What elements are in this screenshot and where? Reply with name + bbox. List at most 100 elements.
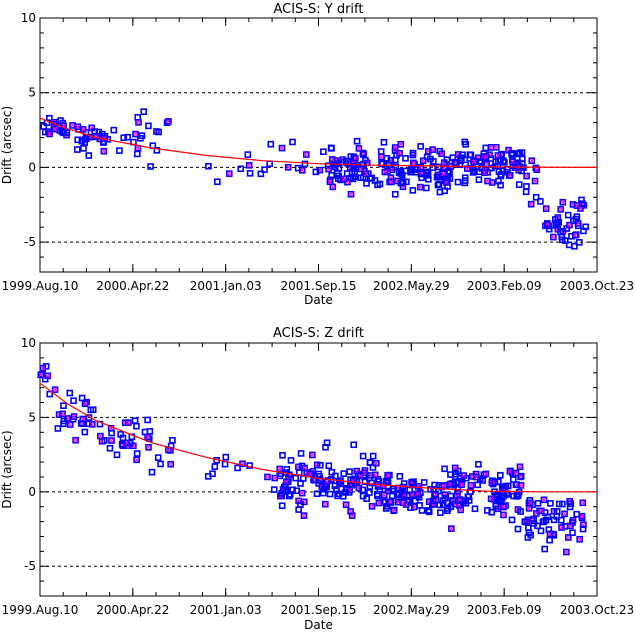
data-point bbox=[366, 483, 374, 490]
data-point bbox=[348, 169, 356, 176]
data-point bbox=[437, 509, 444, 516]
data-point-mark bbox=[40, 365, 46, 371]
data-point bbox=[509, 162, 517, 170]
y-tick-label: 0 bbox=[28, 485, 36, 499]
data-point bbox=[261, 166, 268, 173]
data-point bbox=[569, 529, 576, 537]
data-point bbox=[423, 168, 430, 176]
data-point bbox=[108, 437, 115, 444]
data-point bbox=[313, 490, 321, 498]
data-point bbox=[546, 536, 553, 544]
data-point bbox=[571, 242, 578, 250]
data-point bbox=[396, 149, 403, 157]
data-point-mark bbox=[458, 507, 464, 513]
data-point-mark bbox=[578, 206, 583, 211]
data-point bbox=[349, 175, 357, 183]
data-point bbox=[390, 506, 398, 514]
data-point bbox=[59, 410, 66, 418]
data-point bbox=[132, 130, 139, 138]
data-point bbox=[456, 496, 464, 503]
data-point bbox=[355, 145, 363, 152]
data-point-mark bbox=[304, 152, 309, 157]
data-point bbox=[382, 505, 390, 512]
data-point bbox=[133, 456, 140, 464]
data-point bbox=[492, 144, 500, 151]
data-point bbox=[417, 183, 424, 191]
data-point bbox=[297, 480, 304, 487]
data-point bbox=[134, 114, 142, 121]
data-point bbox=[326, 490, 334, 498]
data-point bbox=[423, 184, 430, 192]
chart-title: ACIS-S: Z drift bbox=[273, 326, 364, 341]
data-point-mark bbox=[501, 512, 506, 518]
data-point bbox=[57, 117, 64, 124]
data-point bbox=[402, 167, 409, 175]
data-point-mark bbox=[60, 411, 65, 417]
data-point bbox=[509, 150, 516, 157]
data-point-mark bbox=[343, 502, 349, 508]
data-point-mark bbox=[134, 457, 139, 463]
x-axis-label: Date bbox=[304, 618, 333, 632]
data-point bbox=[88, 421, 96, 428]
data-point bbox=[70, 413, 78, 420]
data-point-mark bbox=[133, 131, 138, 137]
data-point bbox=[467, 488, 474, 496]
data-point bbox=[353, 137, 361, 145]
data-point bbox=[359, 149, 367, 157]
data-point-mark bbox=[135, 145, 141, 151]
data-point bbox=[441, 491, 449, 499]
y-tick-label: -5 bbox=[24, 559, 36, 573]
data-point-mark bbox=[168, 461, 174, 467]
data-point bbox=[555, 500, 563, 508]
data-point bbox=[353, 467, 360, 475]
data-point bbox=[579, 525, 587, 533]
data-point-mark bbox=[447, 481, 453, 487]
data-point bbox=[528, 157, 536, 164]
data-point bbox=[328, 156, 336, 163]
x-tick-label: 2003.Feb.09 bbox=[467, 603, 542, 617]
data-point-mark bbox=[538, 508, 544, 514]
data-point-mark bbox=[575, 220, 581, 226]
data-point bbox=[303, 151, 310, 158]
data-point bbox=[500, 157, 507, 165]
data-point-mark bbox=[52, 387, 58, 392]
data-point bbox=[399, 499, 407, 507]
data-point-mark bbox=[565, 535, 571, 540]
data-point-mark bbox=[277, 466, 283, 472]
data-point bbox=[424, 169, 432, 177]
data-point bbox=[498, 483, 506, 491]
data-point bbox=[349, 477, 357, 485]
data-point bbox=[321, 500, 329, 508]
y-tick-label: 0 bbox=[28, 160, 36, 174]
data-point bbox=[376, 180, 384, 188]
data-point bbox=[470, 158, 478, 166]
data-point bbox=[360, 160, 367, 168]
data-point-mark bbox=[302, 465, 307, 471]
data-point bbox=[473, 473, 480, 481]
data-point bbox=[169, 436, 176, 444]
data-point-mark bbox=[485, 178, 490, 184]
data-point bbox=[496, 471, 504, 479]
data-point-mark bbox=[226, 171, 232, 176]
data-point-mark bbox=[510, 159, 515, 165]
data-point bbox=[380, 138, 388, 146]
data-point-mark bbox=[299, 167, 305, 173]
data-point-mark bbox=[541, 497, 547, 503]
data-point-mark bbox=[439, 151, 445, 157]
data-point-mark bbox=[488, 496, 494, 502]
data-point-mark bbox=[70, 123, 75, 128]
data-point bbox=[317, 477, 324, 484]
data-point bbox=[516, 463, 524, 471]
data-point bbox=[533, 510, 540, 517]
data-point bbox=[550, 516, 558, 524]
data-point bbox=[320, 148, 327, 156]
data-point bbox=[542, 205, 550, 212]
data-point bbox=[479, 477, 486, 484]
data-point bbox=[508, 516, 516, 524]
data-point-mark bbox=[391, 507, 397, 513]
data-point bbox=[458, 481, 465, 488]
data-point bbox=[137, 134, 144, 142]
data-point bbox=[564, 534, 572, 541]
y-tick-label: 5 bbox=[28, 410, 36, 424]
data-point bbox=[363, 180, 370, 187]
